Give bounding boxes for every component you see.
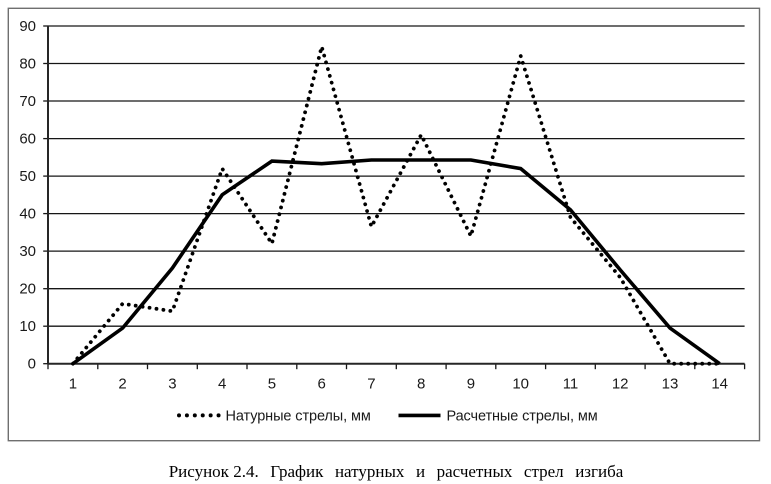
svg-text:12: 12 bbox=[612, 376, 629, 393]
svg-text:10: 10 bbox=[512, 376, 529, 393]
svg-text:Натурные стрелы, мм: Натурные стрелы, мм bbox=[226, 408, 371, 424]
svg-text:1: 1 bbox=[69, 376, 77, 393]
svg-text:3: 3 bbox=[168, 376, 176, 393]
svg-text:7: 7 bbox=[367, 376, 375, 393]
svg-text:9: 9 bbox=[467, 376, 475, 393]
svg-text:50: 50 bbox=[19, 168, 36, 185]
svg-text:8: 8 bbox=[417, 376, 425, 393]
svg-text:5: 5 bbox=[268, 376, 276, 393]
svg-text:60: 60 bbox=[19, 131, 36, 148]
svg-text:Рисунок 2.4. График натурных и: Рисунок 2.4. График натурных и расчетных… bbox=[169, 462, 624, 481]
svg-text:30: 30 bbox=[19, 243, 36, 260]
svg-text:70: 70 bbox=[19, 93, 36, 110]
svg-text:13: 13 bbox=[662, 376, 679, 393]
svg-text:4: 4 bbox=[218, 376, 226, 393]
svg-text:40: 40 bbox=[19, 206, 36, 223]
svg-text:80: 80 bbox=[19, 56, 36, 73]
svg-text:Расчетные стрелы, мм: Расчетные стрелы, мм bbox=[447, 408, 598, 424]
svg-text:90: 90 bbox=[19, 18, 36, 35]
svg-text:14: 14 bbox=[711, 376, 728, 393]
svg-text:10: 10 bbox=[19, 318, 36, 335]
svg-text:11: 11 bbox=[563, 376, 579, 393]
svg-text:2: 2 bbox=[118, 376, 126, 393]
svg-text:20: 20 bbox=[19, 281, 36, 298]
svg-text:0: 0 bbox=[28, 356, 36, 373]
svg-text:6: 6 bbox=[318, 376, 326, 393]
